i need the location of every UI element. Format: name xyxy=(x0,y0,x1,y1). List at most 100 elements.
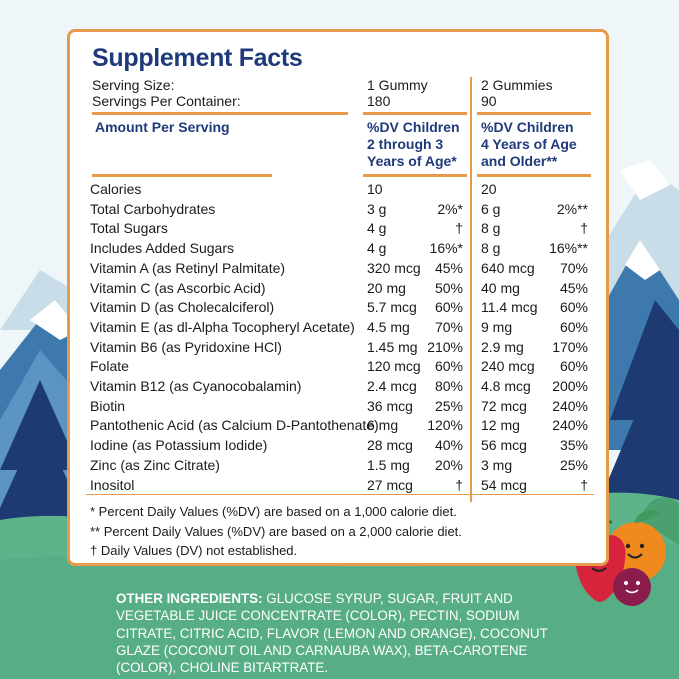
col2-amount: 2.9 mg xyxy=(481,338,524,355)
col1-amount: 10 xyxy=(367,181,383,197)
table-row: Biotin 36 mcg 25% 72 mcg 240% xyxy=(70,396,612,416)
subheader-rule xyxy=(92,174,272,177)
nutrient-name: Calories xyxy=(90,181,142,197)
col1-amount: 3 g xyxy=(367,200,387,217)
col1-percent: 60% xyxy=(434,358,463,375)
table-row: Pantothenic Acid (as Calcium D-Pantothen… xyxy=(70,415,612,435)
col2-servings: 90 xyxy=(481,93,497,109)
table-row: Includes Added Sugars 4 g 16%* 8 g 16%** xyxy=(70,238,612,258)
col2-amount: 11.4 mcg xyxy=(481,299,538,316)
col1-amount: 1.5 mg xyxy=(367,456,410,473)
col2-percent: 60% xyxy=(559,358,588,375)
col2-header: %DV Children 4 Years of Age and Older** xyxy=(481,119,577,170)
servings-per-container-label: Servings Per Container: xyxy=(92,93,241,109)
subheader-rule-col2 xyxy=(477,174,591,177)
nutrient-name: Zinc (as Zinc Citrate) xyxy=(90,456,220,473)
col1-percent: 80% xyxy=(434,378,463,394)
col1-percent: 2%* xyxy=(437,200,463,217)
col1-percent: 45% xyxy=(434,259,463,276)
table-row: Inositol 27 mcg † 54 mcg † xyxy=(70,475,612,495)
nutrient-name: Total Carbohydrates xyxy=(90,200,216,217)
col2-amount: 12 mg xyxy=(481,417,520,434)
nutrient-name: Vitamin D (as Cholecalciferol) xyxy=(90,299,275,316)
nutrient-name: Vitamin A (as Retinyl Palmitate) xyxy=(90,259,286,276)
col1-percent: 120% xyxy=(427,417,463,434)
col2-percent: 60% xyxy=(559,299,588,316)
supplement-facts-panel: Supplement Facts Serving Size: Servings … xyxy=(67,29,609,566)
col2-amount: 8 g xyxy=(481,240,501,257)
col1-amount: 27 mcg xyxy=(367,476,413,493)
col1-amount: 5.7 mcg xyxy=(367,299,417,316)
nutrient-name: Vitamin B12 (as Cyanocobalamin) xyxy=(90,378,302,394)
nutrient-name: Vitamin B6 (as Pyridoxine HCl) xyxy=(90,338,282,355)
nutrient-name: Vitamin E (as dl-Alpha Tocopheryl Acetat… xyxy=(90,318,355,335)
col1-percent: 16%* xyxy=(429,240,463,257)
col1-amount: 320 mcg xyxy=(367,259,421,276)
fruit-mascot-icon xyxy=(574,497,679,606)
table-row: Vitamin D (as Cholecalciferol) 5.7 mcg 60%… xyxy=(70,297,612,317)
col1-amount: 4 g xyxy=(367,240,387,257)
col2-percent: † xyxy=(580,220,588,237)
col2-percent: 35% xyxy=(559,437,588,454)
col1-header: %DV Children 2 through 3 Years of Age* xyxy=(367,119,460,170)
col2-amount: 6 g xyxy=(481,200,501,217)
col2-amount: 4.8 mcg xyxy=(481,378,531,394)
col1-percent: 20% xyxy=(434,456,463,473)
panel-title: Supplement Facts xyxy=(92,44,303,72)
table-row: Vitamin B6 (as Pyridoxine HCl) 1.45 mg 210… xyxy=(70,337,612,357)
col1-amount: 6 mg xyxy=(367,417,399,434)
col2-percent: 170% xyxy=(552,338,588,355)
table-row: Total Sugars 4 g † 8 g † xyxy=(70,218,612,238)
header-rule-col2 xyxy=(477,112,591,115)
col2-amount: 72 mcg xyxy=(481,397,527,414)
col1-percent: † xyxy=(455,220,463,237)
col1-amount: 120 mcg xyxy=(367,358,421,375)
col2-amount: 240 mcg xyxy=(481,358,535,375)
nutrient-name: Vitamin C (as Ascorbic Acid) xyxy=(90,279,266,296)
col1-amount: 28 mcg xyxy=(367,437,413,454)
col2-percent: 2%** xyxy=(556,200,588,217)
col1-serving-size: 1 Gummy xyxy=(367,77,428,93)
col2-amount: 9 mg xyxy=(481,318,513,335)
col2-serving-size: 2 Gummies xyxy=(481,77,553,93)
col2-amount: 8 g xyxy=(481,220,501,237)
col2-amount: 3 mg xyxy=(481,456,513,473)
nutrient-name: Biotin xyxy=(90,397,126,414)
header-rule-col1 xyxy=(363,112,467,115)
footnote: † Daily Values (DV) not established. xyxy=(90,543,298,558)
nutrient-name: Total Sugars xyxy=(90,220,168,237)
col2-amount: 56 mcg xyxy=(481,437,527,454)
nutrient-name: Inositol xyxy=(90,476,135,493)
ingredients-text: GLUCOSE SYRUP, SUGAR, FRUIT AND VEGETABL… xyxy=(116,591,548,676)
col1-percent: 40% xyxy=(434,437,463,454)
col1-amount: 4.5 mg xyxy=(367,318,410,335)
footnote: ** Percent Daily Values (%DV) are based … xyxy=(90,524,462,539)
col2-percent: 60% xyxy=(559,318,588,335)
col2-header-line: 4 Years of Age xyxy=(481,136,577,152)
table-row: Zinc (as Zinc Citrate) 1.5 mg 20% 3 mg 25% xyxy=(70,455,612,475)
col1-percent: 210% xyxy=(427,338,463,355)
col2-percent: † xyxy=(580,476,588,493)
col1-amount: 36 mcg xyxy=(367,397,413,414)
col2-percent: 200% xyxy=(552,378,588,394)
col2-percent: 45% xyxy=(559,279,588,296)
table-row: Calories 10 20 xyxy=(70,179,612,199)
header-rule xyxy=(92,112,348,115)
col2-header-line: %DV Children xyxy=(481,119,574,135)
col1-servings: 180 xyxy=(367,93,391,109)
col2-amount: 20 xyxy=(481,181,497,197)
col2-amount: 640 mcg xyxy=(481,259,535,276)
col2-amount: 54 mcg xyxy=(481,476,527,493)
column-divider xyxy=(470,77,472,502)
ingredients-label: OTHER INGREDIENTS: xyxy=(116,591,263,606)
col1-percent: 25% xyxy=(434,397,463,414)
nutrient-name: Pantothenic Acid (as Calcium D-Pantothen… xyxy=(90,417,379,434)
serving-size-label: Serving Size: xyxy=(92,77,175,93)
col2-header-line: and Older** xyxy=(481,153,558,169)
nutrient-name: Iodine (as Potassium Iodide) xyxy=(90,437,268,454)
col1-amount: 20 mg xyxy=(367,279,406,296)
col1-percent: 50% xyxy=(434,279,463,296)
col2-percent: 16%** xyxy=(549,240,588,257)
table-row: Total Carbohydrates 3 g 2%* 6 g 2%** xyxy=(70,199,612,219)
col2-percent: 240% xyxy=(552,417,588,434)
